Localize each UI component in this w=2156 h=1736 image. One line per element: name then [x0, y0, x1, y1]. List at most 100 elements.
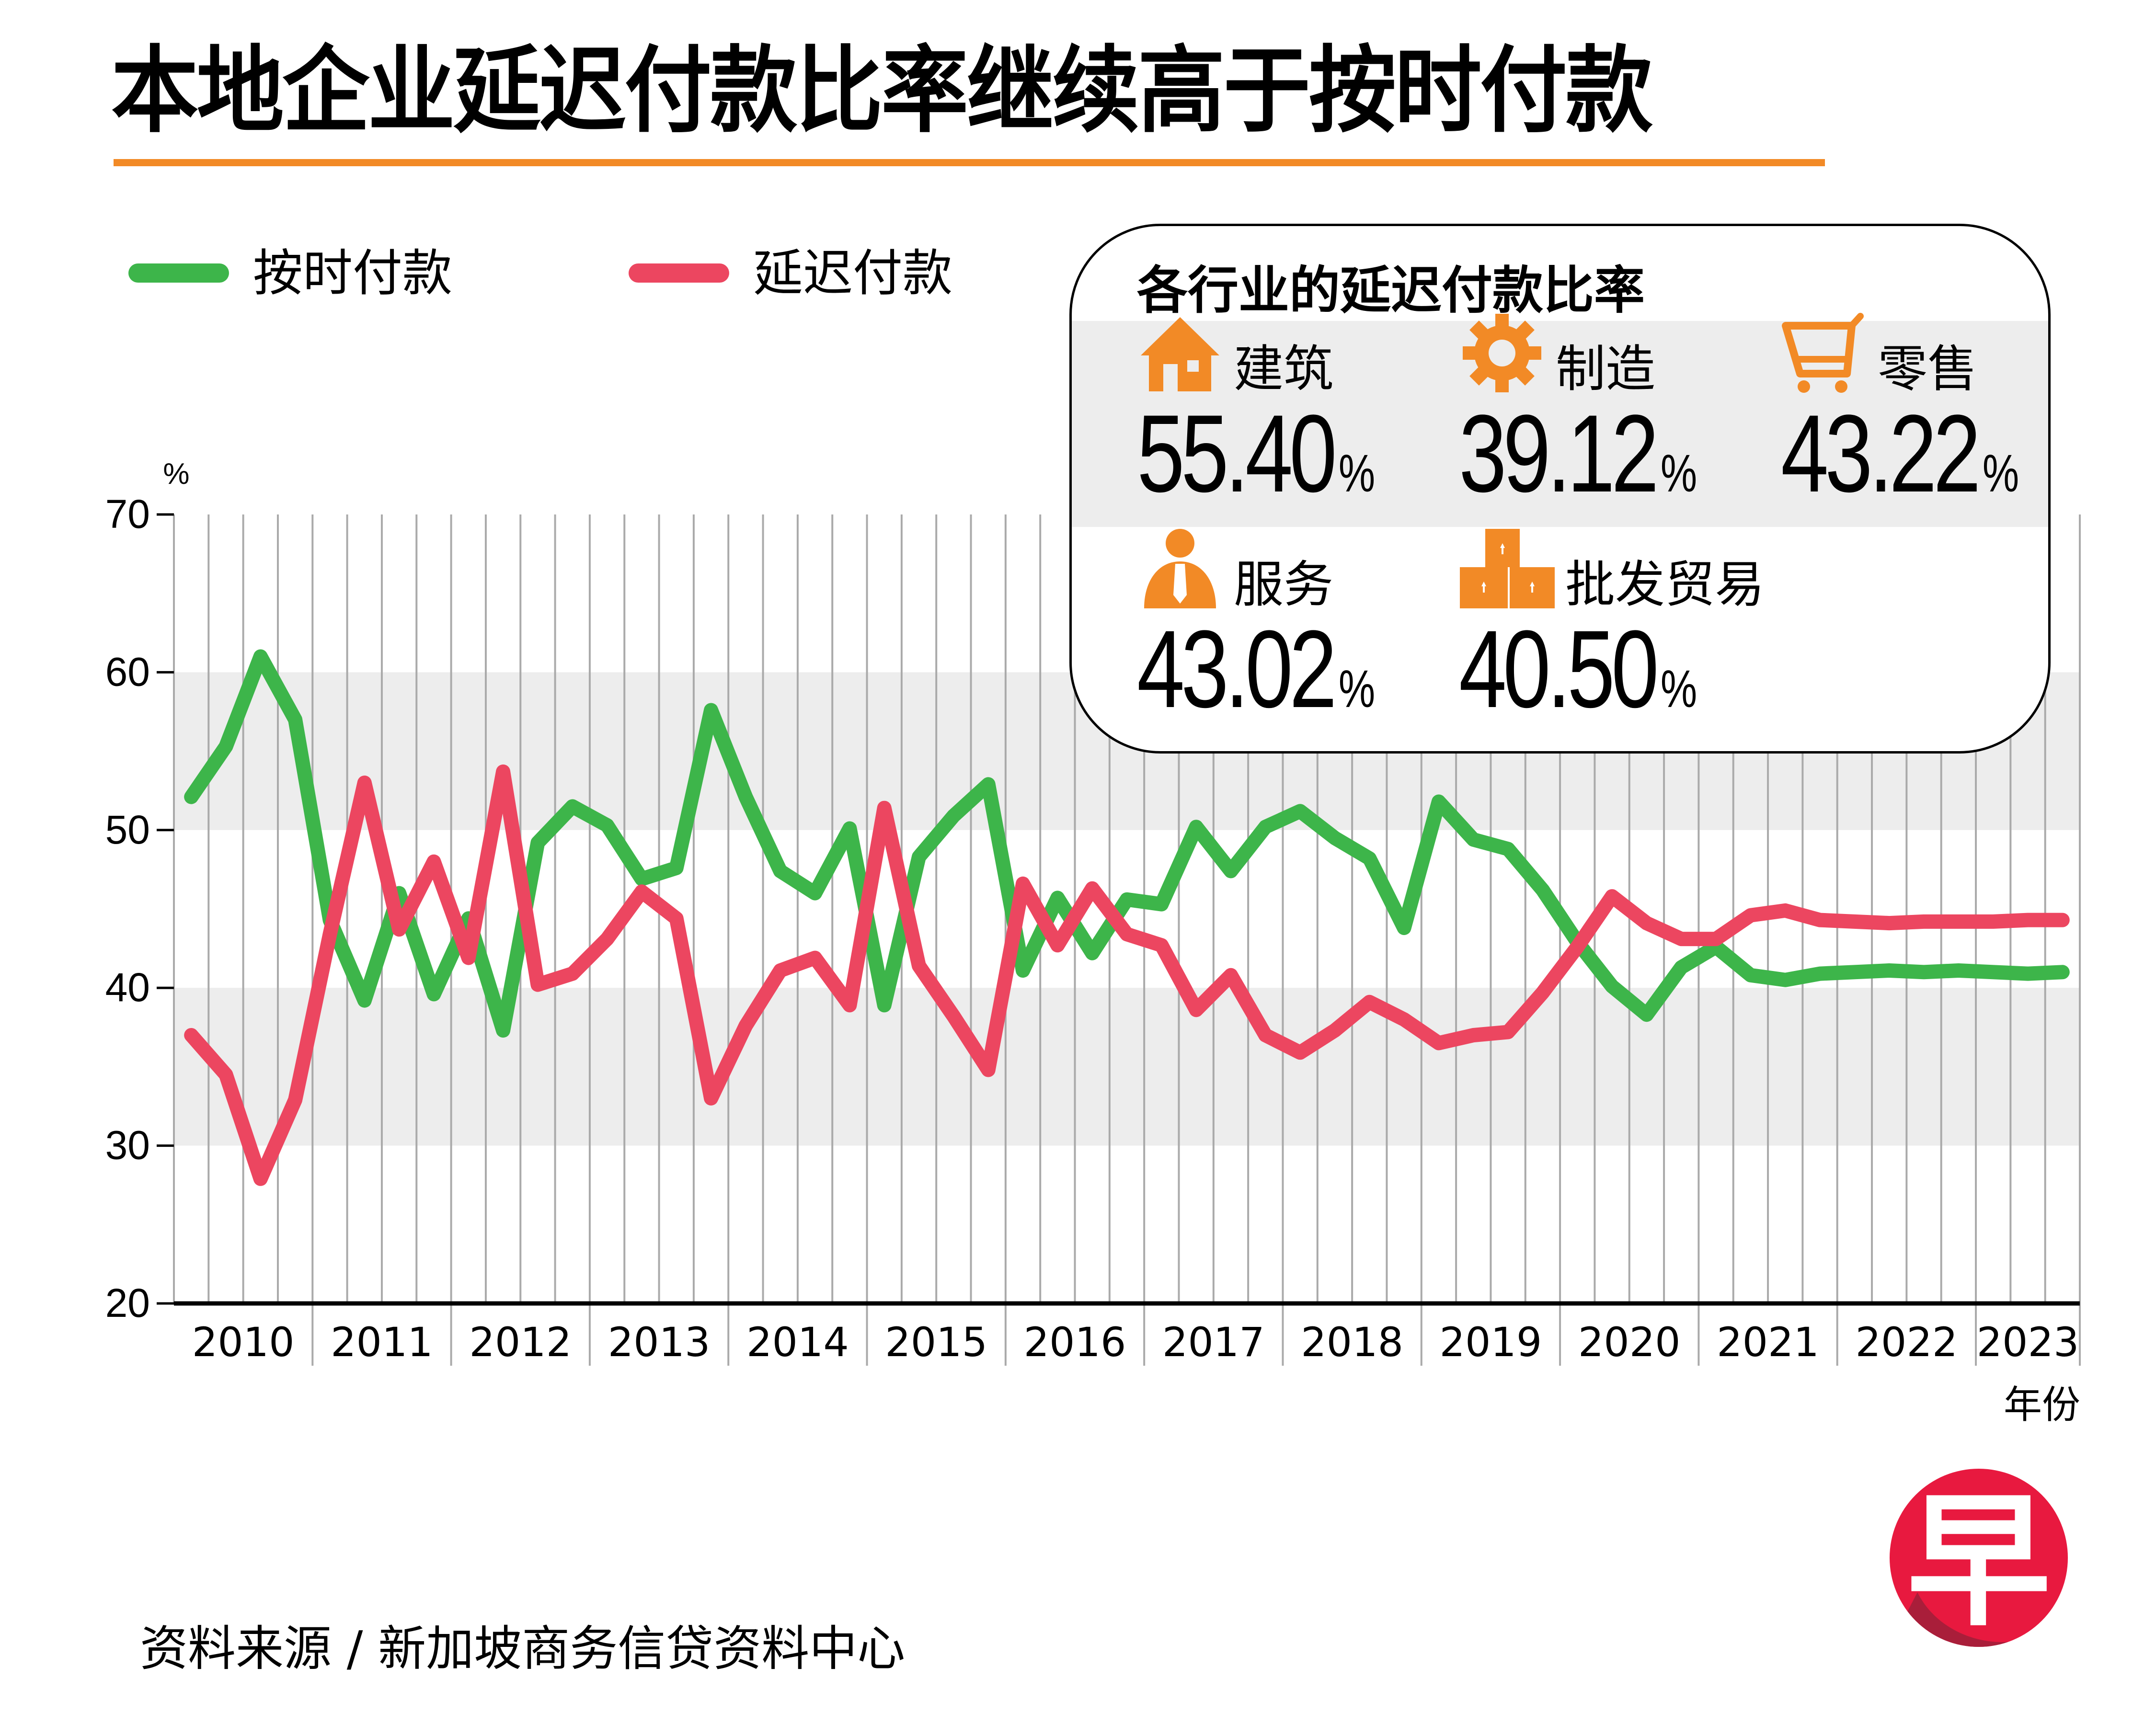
data-point	[1993, 971, 1994, 973]
x-tick-label: 2014	[746, 1319, 849, 1366]
data-point	[260, 656, 261, 657]
sector-name: 零售	[1878, 340, 1978, 398]
data-point	[1923, 921, 1925, 922]
y-axis: 20 30 40 50 60 70	[105, 491, 174, 1325]
data-point	[1091, 952, 1093, 954]
x-tick-label: 2023	[1977, 1319, 2079, 1366]
legend-label-on-time: 按时付款	[253, 244, 453, 302]
shaded-band	[174, 988, 2080, 1146]
data-point	[641, 891, 642, 892]
data-point	[1646, 923, 1647, 924]
data-point	[987, 784, 989, 785]
data-point	[1126, 899, 1127, 900]
data-point	[883, 807, 885, 809]
data-point	[849, 828, 850, 829]
data-point	[2027, 919, 2029, 921]
sector-name: 批发贸易	[1565, 555, 1765, 614]
data-point	[1473, 839, 1474, 840]
data-point	[433, 861, 435, 862]
panel-band	[1072, 321, 2048, 527]
data-point	[191, 1035, 192, 1036]
x-tick-label: 2011	[331, 1319, 433, 1366]
legend-swatch-on-time	[128, 263, 229, 283]
sector-services: 服务 43.02%	[1137, 529, 1472, 734]
sector-name: 建筑	[1234, 340, 1334, 398]
sector-value: 55.40%	[1137, 392, 1376, 515]
data-point	[399, 929, 400, 930]
x-tick-label: 2018	[1301, 1319, 1403, 1366]
data-point	[503, 771, 504, 772]
legend-item-on-time: 按时付款	[128, 244, 452, 302]
data-point	[607, 938, 608, 940]
data-point	[225, 1074, 227, 1075]
legend-label-late: 延迟付款	[753, 244, 953, 302]
data-point	[1507, 1031, 1509, 1033]
data-source: 资料来源 / 新加坡商务信贷资料中心	[140, 1621, 906, 1677]
data-point	[537, 842, 539, 844]
sector-name: 制造	[1556, 340, 1656, 398]
data-point	[1265, 1035, 1266, 1036]
chart-title: 本地企业延迟付款比率继续高于按时付款	[111, 36, 1653, 146]
sector-manufacturing: 制造 39.12%	[1459, 314, 1794, 518]
data-point	[364, 1000, 365, 1001]
x-tick-label: 2017	[1162, 1319, 1265, 1366]
boxes-icon	[1460, 529, 1555, 608]
panel-title: 各行业的延迟付款比率	[1137, 261, 1645, 320]
legend-swatch-late	[629, 263, 729, 283]
data-point	[987, 1069, 989, 1071]
data-point	[1715, 946, 1717, 948]
sector-construction: 建筑 55.40%	[1137, 317, 1472, 518]
data-point	[1507, 848, 1509, 850]
x-tick-label: 2015	[885, 1319, 987, 1366]
data-point	[1785, 979, 1786, 981]
data-point	[1577, 946, 1578, 948]
data-point	[2062, 971, 2063, 973]
data-point	[225, 746, 227, 747]
sector-late-payment-panel: 各行业的延迟付款比率 建筑 55.40%	[1069, 224, 2051, 754]
data-point	[191, 796, 192, 798]
data-point	[2062, 919, 2063, 921]
data-point	[399, 892, 400, 894]
y-tick-label: 20	[105, 1280, 150, 1325]
data-point	[1750, 974, 1751, 976]
data-point	[2027, 973, 2029, 974]
sector-wholesale-trade: 批发贸易 40.50%	[1459, 529, 1794, 734]
title-underline	[114, 159, 1825, 166]
data-point	[1195, 826, 1197, 828]
house-icon	[1141, 317, 1219, 391]
y-axis-unit-label: %	[163, 457, 189, 491]
data-point	[1369, 858, 1370, 859]
data-point	[1299, 1052, 1301, 1053]
x-tick-label: 2012	[469, 1319, 572, 1366]
data-point	[745, 1025, 746, 1027]
data-point	[1542, 889, 1543, 891]
data-point	[814, 957, 816, 959]
data-point	[676, 918, 677, 919]
data-point	[1438, 1042, 1439, 1044]
data-point	[1334, 1030, 1335, 1031]
data-point	[953, 815, 954, 817]
y-tick-label: 60	[105, 649, 150, 694]
gear-icon	[1463, 314, 1541, 392]
data-point	[503, 1030, 504, 1031]
data-point	[1230, 870, 1231, 872]
data-point	[1958, 970, 1959, 971]
data-point	[607, 824, 608, 826]
data-point	[1022, 970, 1024, 971]
data-point	[1542, 992, 1543, 994]
data-point	[1334, 837, 1335, 839]
data-point	[572, 973, 573, 974]
sector-name: 服务	[1234, 555, 1334, 614]
data-point	[1715, 938, 1717, 940]
sector-retail: 零售 43.22%	[1781, 313, 2048, 518]
x-tick-label: 2013	[608, 1319, 711, 1366]
data-point	[1230, 974, 1231, 976]
data-point	[1646, 1014, 1647, 1016]
data-point	[1057, 945, 1058, 946]
zaobao-logo: 早	[1890, 1469, 2068, 1647]
data-point	[364, 782, 365, 783]
series-lines	[184, 649, 2070, 1186]
person-tie-icon	[1144, 529, 1216, 608]
data-point	[918, 965, 920, 967]
sector-value: 43.22%	[1781, 392, 2019, 515]
